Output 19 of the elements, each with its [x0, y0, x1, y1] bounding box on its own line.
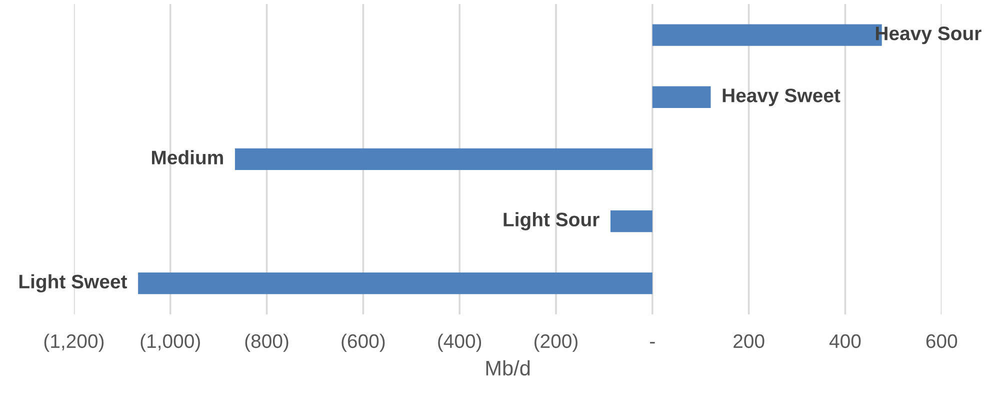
bar [610, 210, 652, 232]
y-tick-label: Heavy Sweet [722, 88, 840, 106]
y-tick-label: Medium [152, 150, 223, 164]
x-tick-label: 600 [926, 334, 958, 348]
x-tick-label: 400 [829, 334, 861, 348]
bar [234, 148, 652, 170]
x-tick-label: 200 [734, 334, 764, 348]
x-tick-label: (200) [534, 334, 578, 352]
x-tick-label: (800) [245, 334, 288, 352]
y-tick-label: Light Sweet [19, 274, 128, 292]
bar [138, 272, 652, 294]
y-tick-label: Light Sour [504, 212, 600, 230]
x-tick-label: (1,000) [140, 334, 200, 352]
bar [652, 86, 711, 108]
x-tick-label: - [650, 342, 655, 344]
x-tick-label: (400) [438, 334, 482, 352]
x-axis-title: Mb/d [486, 360, 530, 376]
x-tick-label: (600) [342, 334, 385, 352]
x-tick-label: (1,200) [44, 334, 104, 352]
